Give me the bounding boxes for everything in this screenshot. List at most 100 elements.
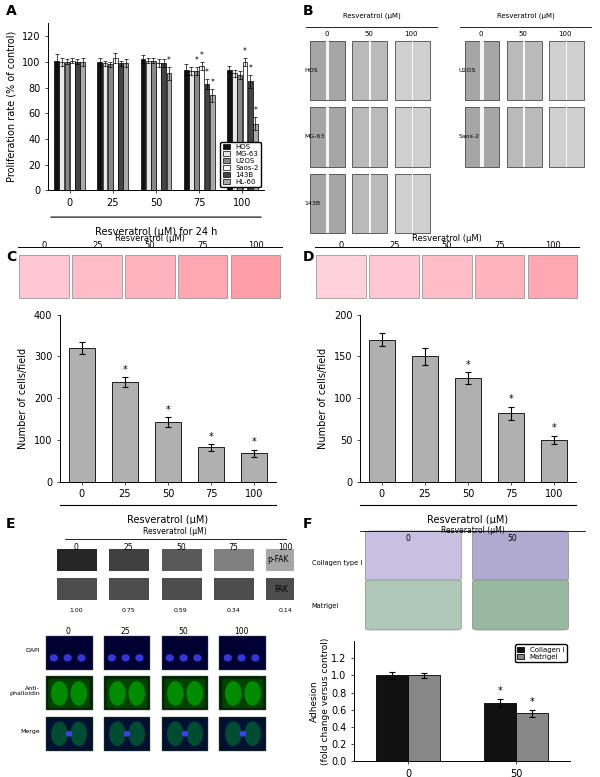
- FancyBboxPatch shape: [178, 255, 227, 298]
- Bar: [253, 124, 258, 190]
- Bar: [103, 63, 107, 190]
- FancyBboxPatch shape: [49, 719, 90, 748]
- Text: 0: 0: [405, 535, 410, 543]
- Text: *: *: [252, 437, 257, 448]
- FancyBboxPatch shape: [310, 174, 345, 233]
- FancyBboxPatch shape: [464, 41, 499, 100]
- Ellipse shape: [109, 681, 125, 706]
- Text: 1.00: 1.00: [69, 608, 83, 613]
- Text: U2OS: U2OS: [458, 68, 476, 73]
- Bar: [70, 61, 74, 190]
- FancyBboxPatch shape: [220, 676, 266, 710]
- FancyBboxPatch shape: [72, 255, 122, 298]
- Text: p-FAK: p-FAK: [267, 556, 289, 564]
- Text: *: *: [248, 64, 252, 73]
- Text: DAPI: DAPI: [26, 648, 40, 653]
- Bar: [124, 63, 128, 190]
- FancyBboxPatch shape: [326, 174, 329, 233]
- Bar: [516, 713, 548, 761]
- FancyBboxPatch shape: [49, 678, 90, 708]
- FancyBboxPatch shape: [220, 636, 266, 670]
- Bar: [238, 75, 242, 190]
- Bar: [155, 422, 181, 482]
- Text: 100: 100: [558, 31, 572, 37]
- Text: 100: 100: [278, 543, 293, 552]
- Text: 50: 50: [507, 535, 517, 543]
- FancyBboxPatch shape: [549, 107, 584, 166]
- FancyBboxPatch shape: [104, 716, 151, 751]
- Ellipse shape: [167, 722, 184, 746]
- Circle shape: [136, 654, 143, 661]
- Circle shape: [121, 654, 130, 661]
- FancyBboxPatch shape: [161, 636, 208, 670]
- Text: 100: 100: [235, 627, 249, 636]
- FancyBboxPatch shape: [106, 719, 148, 748]
- FancyBboxPatch shape: [164, 719, 206, 748]
- Circle shape: [166, 654, 174, 661]
- Ellipse shape: [109, 722, 125, 746]
- Ellipse shape: [225, 681, 242, 706]
- Y-axis label: Number of cells/field: Number of cells/field: [19, 347, 28, 449]
- Text: *: *: [200, 51, 204, 60]
- Circle shape: [108, 654, 116, 661]
- Circle shape: [251, 654, 260, 661]
- Text: *: *: [209, 432, 214, 441]
- Text: 25: 25: [124, 543, 133, 552]
- Text: Resveratrol (μM): Resveratrol (μM): [427, 515, 509, 525]
- FancyBboxPatch shape: [369, 41, 371, 100]
- FancyBboxPatch shape: [395, 41, 430, 100]
- FancyBboxPatch shape: [164, 678, 206, 708]
- Circle shape: [124, 731, 130, 737]
- Bar: [227, 70, 232, 190]
- Text: Resveratrol (μM): Resveratrol (μM): [143, 527, 207, 536]
- Text: 50: 50: [364, 31, 373, 37]
- Text: 0: 0: [324, 31, 329, 37]
- FancyBboxPatch shape: [412, 107, 413, 166]
- FancyBboxPatch shape: [365, 531, 461, 581]
- Ellipse shape: [167, 681, 184, 706]
- Bar: [161, 63, 166, 190]
- Bar: [498, 413, 524, 482]
- Text: 100: 100: [248, 241, 263, 249]
- Circle shape: [64, 654, 72, 661]
- Bar: [113, 58, 118, 190]
- Text: 75: 75: [197, 241, 208, 249]
- Text: 0.34: 0.34: [226, 608, 240, 613]
- Text: *: *: [166, 405, 170, 414]
- FancyBboxPatch shape: [412, 174, 413, 233]
- Text: MG-63: MG-63: [304, 134, 325, 139]
- Bar: [455, 378, 481, 482]
- FancyBboxPatch shape: [369, 107, 371, 166]
- Text: *: *: [205, 68, 209, 77]
- Ellipse shape: [128, 681, 145, 706]
- Ellipse shape: [51, 722, 68, 746]
- FancyBboxPatch shape: [352, 107, 388, 166]
- Text: *: *: [122, 365, 127, 375]
- FancyBboxPatch shape: [104, 636, 151, 670]
- FancyBboxPatch shape: [475, 255, 524, 298]
- Text: 100: 100: [545, 241, 560, 249]
- Text: *: *: [210, 78, 214, 87]
- FancyBboxPatch shape: [352, 41, 388, 100]
- Text: 0.75: 0.75: [122, 608, 135, 613]
- FancyBboxPatch shape: [464, 107, 499, 166]
- Text: *: *: [253, 106, 257, 115]
- Text: *: *: [509, 394, 514, 404]
- Text: *: *: [530, 697, 535, 707]
- Text: 143B: 143B: [304, 200, 320, 206]
- FancyBboxPatch shape: [480, 41, 484, 100]
- FancyBboxPatch shape: [109, 578, 149, 601]
- Circle shape: [182, 731, 188, 737]
- Bar: [156, 63, 161, 190]
- Text: FAK: FAK: [275, 585, 289, 594]
- FancyBboxPatch shape: [395, 174, 430, 233]
- Bar: [140, 59, 145, 190]
- Bar: [189, 71, 194, 190]
- Ellipse shape: [128, 722, 145, 746]
- Circle shape: [224, 654, 232, 661]
- Bar: [112, 382, 138, 482]
- Ellipse shape: [187, 681, 203, 706]
- FancyBboxPatch shape: [125, 255, 175, 298]
- Ellipse shape: [187, 722, 203, 746]
- Y-axis label: Proliferation rate (% of control): Proliferation rate (% of control): [7, 31, 16, 183]
